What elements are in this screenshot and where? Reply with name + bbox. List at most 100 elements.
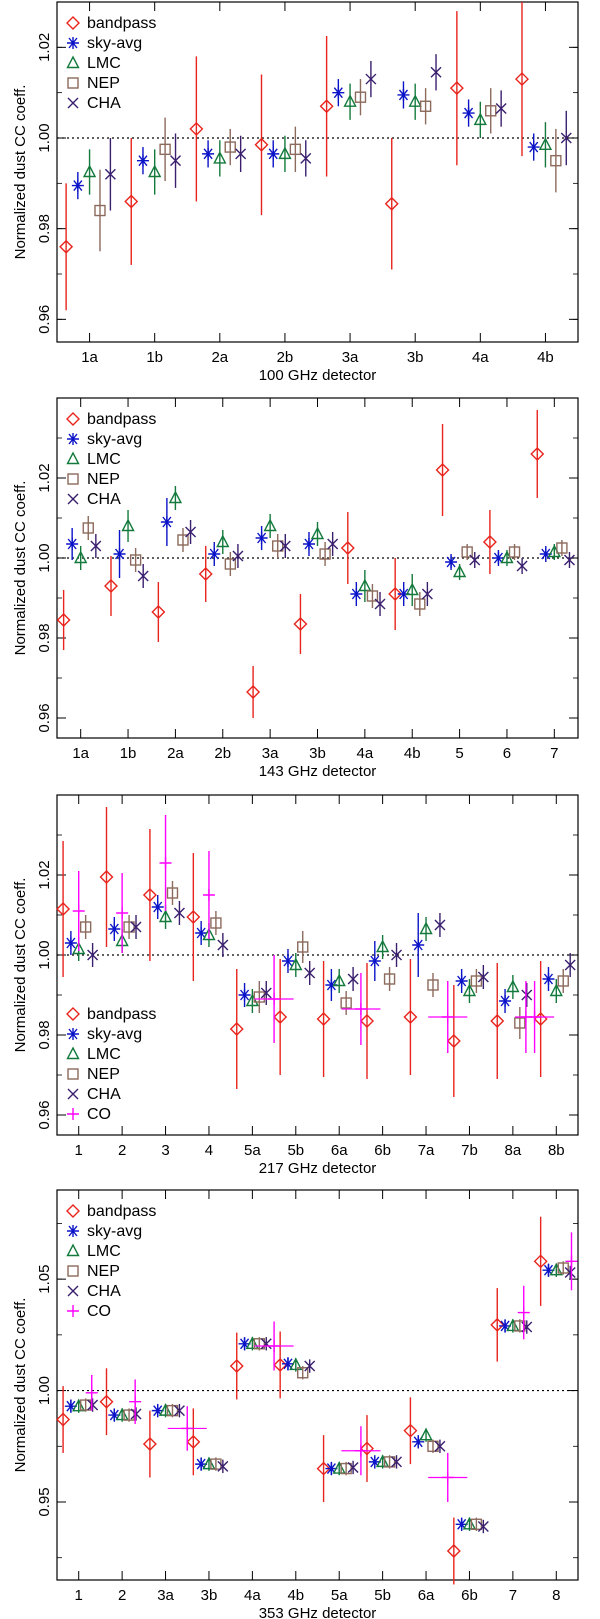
data-point bbox=[557, 1262, 569, 1274]
data-point bbox=[142, 1437, 157, 1452]
data-point bbox=[232, 550, 244, 562]
data-point bbox=[74, 550, 88, 564]
data-point bbox=[202, 147, 215, 160]
x-tick-label: 3a bbox=[262, 745, 279, 762]
data-point bbox=[189, 121, 204, 136]
data-point bbox=[82, 164, 97, 178]
data-point bbox=[263, 518, 277, 532]
data-point bbox=[104, 579, 118, 593]
data-point bbox=[87, 949, 99, 961]
data-point bbox=[235, 148, 247, 160]
data-point bbox=[99, 1394, 114, 1409]
x-tick-label: 7b bbox=[461, 1142, 478, 1159]
x-tick-label: 6a bbox=[418, 1587, 435, 1604]
data-point bbox=[142, 888, 157, 902]
data-point bbox=[495, 103, 507, 115]
legend-label: bandpass bbox=[87, 1203, 156, 1220]
x-tick-label: 8b bbox=[548, 1142, 565, 1159]
x-axis-label: 143 GHz detector bbox=[259, 763, 377, 780]
data-point bbox=[485, 105, 497, 117]
x-tick-label: 8a bbox=[505, 1142, 522, 1159]
data-point bbox=[530, 447, 545, 461]
data-point bbox=[365, 73, 377, 85]
data-point bbox=[397, 588, 410, 600]
data-point bbox=[198, 567, 213, 581]
data-point bbox=[82, 522, 94, 534]
data-point bbox=[238, 1337, 251, 1350]
x-tick-label: 6 bbox=[503, 745, 511, 762]
data-point bbox=[71, 179, 84, 192]
data-point bbox=[168, 490, 183, 504]
data-point bbox=[412, 1435, 425, 1448]
legend-label: sky-avg bbox=[87, 431, 142, 448]
data-point bbox=[123, 921, 135, 933]
legend-label: CHA bbox=[87, 491, 121, 508]
legend-label: bandpass bbox=[87, 411, 156, 428]
data-point bbox=[316, 1461, 331, 1476]
data-point bbox=[229, 1022, 244, 1036]
series-sky-avg bbox=[64, 895, 555, 1013]
legend-marker bbox=[66, 1046, 80, 1060]
data-point bbox=[148, 164, 162, 178]
data-point bbox=[383, 973, 396, 985]
data-point bbox=[490, 1014, 505, 1028]
x-tick-label: 2 bbox=[118, 1142, 126, 1159]
legend: bandpass sky-avg LMC NEP CHA CO bbox=[66, 1203, 156, 1320]
x-tick-label: 5 bbox=[455, 745, 463, 762]
data-point bbox=[124, 194, 139, 209]
x-tick-label: 3b bbox=[407, 349, 424, 366]
y-axis-label: Normalized dust CC coeff. bbox=[12, 1298, 29, 1473]
y-tick-label: 1.02 bbox=[36, 33, 53, 62]
data-point bbox=[255, 532, 268, 544]
data-point bbox=[538, 137, 553, 151]
data-point bbox=[492, 552, 505, 564]
data-point bbox=[446, 1544, 461, 1559]
data-point bbox=[186, 1434, 201, 1449]
data-point bbox=[490, 1317, 505, 1332]
x-tick-label: 4b bbox=[404, 745, 421, 762]
data-point bbox=[129, 1395, 142, 1408]
data-point bbox=[565, 1255, 578, 1268]
series-lmc bbox=[72, 1262, 563, 1531]
legend: bandpass sky-avg LMC NEP CHA bbox=[66, 411, 156, 508]
panel-4: 0.95 1.00 1.05 1 2 3a 3b 4a 4b 5a 5b 6a 6b 7 8 353 GHz … bbox=[12, 1189, 579, 1619]
y-tick-label: 1.00 bbox=[36, 123, 53, 152]
y-axis-label: Normalized dust CC coeff. bbox=[12, 878, 29, 1053]
panel-1: 0.96 0.98 1.00 1.02 1a 1b 2a 2b 3a 3b 4a 4b 100 GHz … bbox=[12, 1, 579, 384]
plot-frame bbox=[56, 794, 579, 1136]
x-tick-label: 7a bbox=[418, 1142, 435, 1159]
y-axis-label: Normalized dust CC coeff. bbox=[12, 481, 29, 656]
data-point bbox=[137, 570, 149, 582]
panel-2: 0.96 0.98 1.00 1.02 1a 1b 2a 2b 3a 3b 4a 4b 5 6 7 143 G… bbox=[12, 397, 579, 780]
y-tick-label: 1.00 bbox=[36, 940, 53, 969]
data-point bbox=[273, 1010, 288, 1024]
data-point bbox=[116, 907, 129, 919]
data-point bbox=[281, 955, 294, 967]
data-point bbox=[557, 975, 569, 987]
legend-label: sky-avg bbox=[87, 35, 142, 52]
data-point bbox=[327, 538, 339, 550]
data-point bbox=[564, 959, 576, 971]
data-point bbox=[462, 107, 475, 120]
x-tick-label: 3a bbox=[342, 349, 359, 366]
data-point bbox=[115, 1407, 129, 1421]
data-point bbox=[427, 1440, 439, 1452]
data-point bbox=[130, 921, 142, 933]
series-lmc bbox=[72, 905, 563, 1013]
data-point bbox=[542, 1264, 555, 1277]
data-point bbox=[272, 540, 284, 552]
data-point bbox=[477, 971, 489, 983]
panel-3: 0.96 0.98 1.00 1.02 1 2 3 4 5a 5b 6a 6b 7a 7b 8a 8b 217 … bbox=[12, 794, 579, 1177]
data-point bbox=[170, 155, 182, 167]
y-axis-label: Normalized dust CC coeff. bbox=[12, 85, 29, 260]
data-point bbox=[340, 541, 355, 555]
data-point bbox=[229, 1359, 244, 1374]
legend-label: LMC bbox=[87, 55, 121, 72]
data-point bbox=[304, 967, 316, 979]
data-point bbox=[384, 196, 399, 211]
data-point bbox=[366, 590, 379, 602]
data-point bbox=[253, 991, 266, 1003]
data-point bbox=[430, 66, 442, 78]
data-point bbox=[279, 540, 291, 552]
series-cha bbox=[104, 54, 572, 211]
